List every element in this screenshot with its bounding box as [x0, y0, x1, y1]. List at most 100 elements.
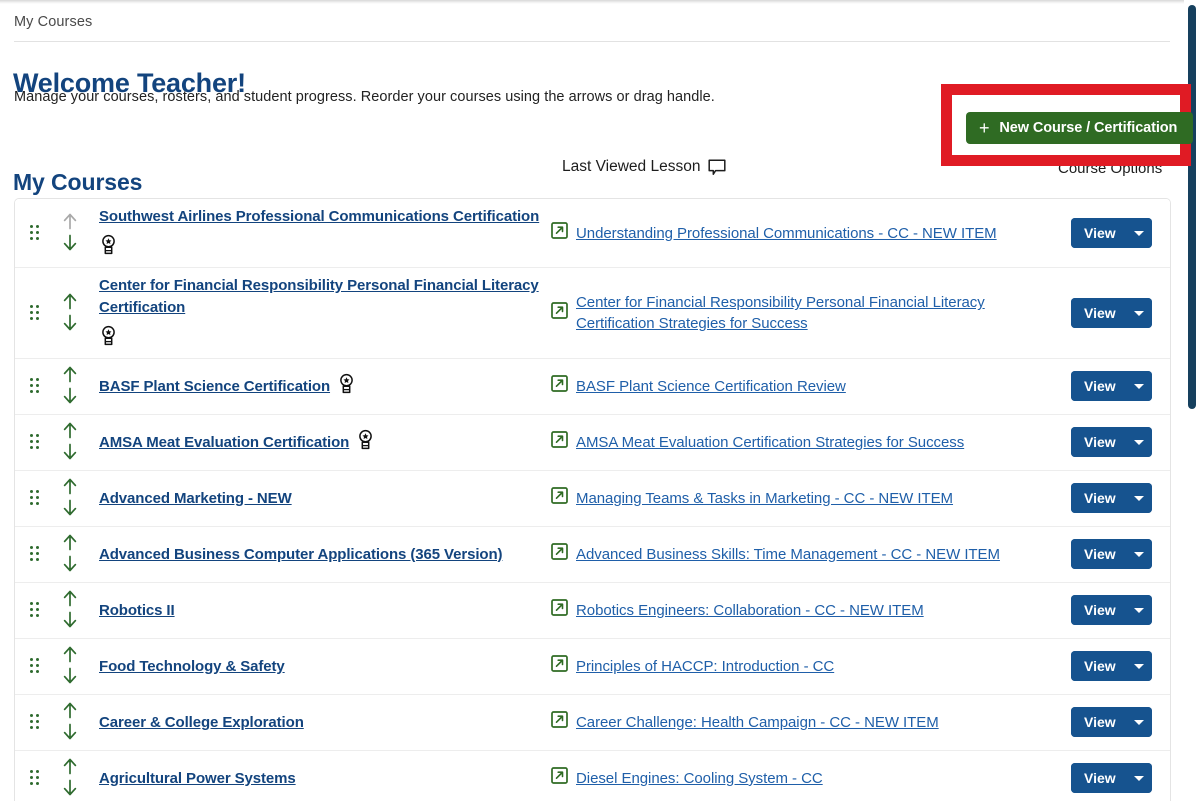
external-link-icon[interactable]: [551, 431, 568, 453]
move-up-button[interactable]: [60, 534, 80, 554]
view-button[interactable]: View: [1071, 539, 1127, 570]
view-button[interactable]: View: [1071, 651, 1127, 682]
view-button[interactable]: View: [1071, 595, 1127, 626]
move-down-button[interactable]: [60, 667, 80, 687]
drag-handle-icon[interactable]: [30, 714, 40, 730]
view-button[interactable]: View: [1071, 763, 1127, 794]
view-button-group[interactable]: View: [1071, 651, 1152, 682]
view-dropdown-toggle[interactable]: [1126, 651, 1152, 682]
lesson-link[interactable]: Principles of HACCP: Introduction - CC: [576, 657, 835, 675]
view-dropdown-toggle[interactable]: [1126, 539, 1152, 570]
external-link-icon[interactable]: [551, 222, 568, 244]
external-link-icon[interactable]: [551, 767, 568, 789]
move-down-button[interactable]: [60, 387, 80, 407]
view-button[interactable]: View: [1071, 427, 1127, 458]
external-link-icon[interactable]: [551, 543, 568, 565]
page-scrollbar-thumb[interactable]: [1188, 5, 1196, 409]
course-title-link[interactable]: Agricultural Power Systems: [99, 769, 296, 787]
course-title-link[interactable]: Advanced Marketing - NEW: [99, 489, 292, 507]
drag-handle-icon[interactable]: [30, 658, 40, 674]
drag-handle-icon[interactable]: [30, 305, 40, 321]
external-link-icon[interactable]: [551, 375, 568, 397]
move-down-button[interactable]: [60, 611, 80, 631]
move-up-button[interactable]: [60, 293, 80, 313]
external-link-icon[interactable]: [551, 655, 568, 677]
drag-handle-icon[interactable]: [30, 602, 40, 618]
move-down-button[interactable]: [60, 779, 80, 799]
move-down-button[interactable]: [60, 555, 80, 575]
breadcrumb[interactable]: My Courses: [14, 14, 93, 30]
view-button-group[interactable]: View: [1071, 595, 1152, 626]
view-dropdown-toggle[interactable]: [1126, 218, 1152, 249]
lesson-link[interactable]: Robotics Engineers: Collaboration - CC -…: [576, 601, 924, 619]
course-drag-cell[interactable]: [15, 305, 55, 321]
external-link-icon[interactable]: [551, 599, 568, 621]
course-drag-cell[interactable]: [15, 770, 55, 786]
view-button-group[interactable]: View: [1071, 218, 1152, 249]
lesson-link[interactable]: BASF Plant Science Certification Review: [576, 377, 846, 395]
course-title-link[interactable]: Robotics II: [99, 601, 175, 619]
drag-handle-icon[interactable]: [30, 378, 40, 394]
move-up-button[interactable]: [60, 478, 80, 498]
drag-handle-icon[interactable]: [30, 490, 40, 506]
lesson-link[interactable]: Managing Teams & Tasks in Marketing - CC…: [576, 489, 954, 507]
course-title-link[interactable]: AMSA Meat Evaluation Certification: [99, 433, 350, 451]
move-down-button[interactable]: [60, 723, 80, 743]
course-drag-cell[interactable]: [15, 490, 55, 506]
move-down-button[interactable]: [60, 443, 80, 463]
lesson-link[interactable]: Diesel Engines: Cooling System - CC: [576, 769, 823, 787]
course-drag-cell[interactable]: [15, 546, 55, 562]
move-up-button[interactable]: [60, 646, 80, 666]
lesson-link[interactable]: AMSA Meat Evaluation Certification Strat…: [576, 433, 965, 451]
view-button[interactable]: View: [1071, 371, 1127, 402]
view-dropdown-toggle[interactable]: [1126, 298, 1152, 329]
view-button[interactable]: View: [1071, 707, 1127, 738]
external-link-icon[interactable]: [551, 302, 568, 324]
view-button-group[interactable]: View: [1071, 371, 1152, 402]
course-drag-cell[interactable]: [15, 714, 55, 730]
external-link-icon[interactable]: [551, 487, 568, 509]
move-up-button[interactable]: [60, 702, 80, 722]
view-dropdown-toggle[interactable]: [1126, 763, 1152, 794]
course-title-link[interactable]: BASF Plant Science Certification: [99, 377, 331, 395]
new-course-certification-button[interactable]: + New Course / Certification: [966, 112, 1194, 144]
drag-handle-icon[interactable]: [30, 434, 40, 450]
view-button-group[interactable]: View: [1071, 298, 1152, 329]
move-down-button[interactable]: [60, 314, 80, 334]
drag-handle-icon[interactable]: [30, 225, 40, 241]
view-dropdown-toggle[interactable]: [1126, 483, 1152, 514]
view-dropdown-toggle[interactable]: [1126, 427, 1152, 458]
move-up-button[interactable]: [60, 366, 80, 386]
speech-bubble-icon[interactable]: [708, 158, 727, 176]
external-link-icon[interactable]: [551, 711, 568, 733]
course-drag-cell[interactable]: [15, 658, 55, 674]
move-down-button[interactable]: [60, 499, 80, 519]
move-up-button[interactable]: [60, 758, 80, 778]
view-dropdown-toggle[interactable]: [1126, 595, 1152, 626]
move-up-button[interactable]: [60, 590, 80, 610]
course-title-link[interactable]: Advanced Business Computer Applications …: [99, 545, 503, 563]
course-drag-cell[interactable]: [15, 378, 55, 394]
lesson-link[interactable]: Understanding Professional Communication…: [576, 224, 997, 242]
view-button-group[interactable]: View: [1071, 539, 1152, 570]
move-up-button[interactable]: [60, 422, 80, 442]
lesson-link[interactable]: Center for Financial Responsibility Pers…: [576, 294, 985, 333]
course-title-link[interactable]: Food Technology & Safety: [99, 657, 285, 675]
lesson-link[interactable]: Career Challenge: Health Campaign - CC -…: [576, 713, 939, 731]
view-button[interactable]: View: [1071, 298, 1127, 329]
lesson-link[interactable]: Advanced Business Skills: Time Managemen…: [576, 545, 1000, 563]
view-button-group[interactable]: View: [1071, 483, 1152, 514]
course-title-link[interactable]: Career & College Exploration: [99, 713, 304, 731]
view-dropdown-toggle[interactable]: [1126, 707, 1152, 738]
view-button-group[interactable]: View: [1071, 427, 1152, 458]
view-button-group[interactable]: View: [1071, 763, 1152, 794]
view-button-group[interactable]: View: [1071, 707, 1152, 738]
view-dropdown-toggle[interactable]: [1126, 371, 1152, 402]
course-title-link[interactable]: Center for Financial Responsibility Pers…: [99, 277, 539, 316]
course-title-link[interactable]: Southwest Airlines Professional Communic…: [99, 208, 540, 225]
drag-handle-icon[interactable]: [30, 770, 40, 786]
course-drag-cell[interactable]: [15, 225, 55, 241]
view-button[interactable]: View: [1071, 483, 1127, 514]
course-drag-cell[interactable]: [15, 602, 55, 618]
drag-handle-icon[interactable]: [30, 546, 40, 562]
